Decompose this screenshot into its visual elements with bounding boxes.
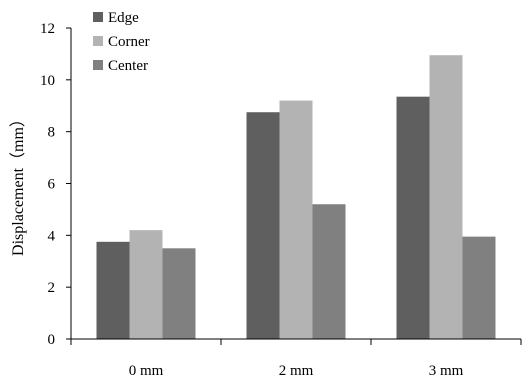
bar-corner-1 <box>279 100 313 339</box>
x-ticks: 0 mm 2 mm 3 mm <box>70 339 522 379</box>
legend-swatch-center <box>93 60 103 70</box>
y-tick-label: 6 <box>48 177 56 193</box>
bar-center-0 <box>162 248 196 339</box>
y-tick-label: 10 <box>40 73 55 89</box>
bar-corner-0 <box>129 230 163 339</box>
x-category-label: 2 mm <box>279 363 314 379</box>
bar-corner-2 <box>429 55 463 340</box>
x-category-label: 0 mm <box>129 363 164 379</box>
legend-label-corner: Corner <box>108 34 150 50</box>
bar-center-2 <box>462 236 496 339</box>
bar-edge-2 <box>396 96 430 339</box>
y-ticks: 0 2 4 6 8 10 12 <box>40 21 71 348</box>
y-tick-label: 2 <box>48 280 56 296</box>
y-tick-label: 0 <box>48 332 56 348</box>
legend: Edge Corner Center <box>93 10 150 74</box>
y-tick-label: 8 <box>48 125 56 141</box>
x-category-label: 3 mm <box>429 363 464 379</box>
y-axis-title: Displacement（mm） <box>9 111 27 256</box>
bar-edge-0 <box>96 241 130 339</box>
bars-layer <box>96 55 496 340</box>
legend-swatch-edge <box>93 12 103 22</box>
legend-swatch-corner <box>93 36 103 46</box>
legend-label-center: Center <box>108 58 148 74</box>
bar-center-1 <box>312 204 346 339</box>
y-tick-label: 4 <box>48 228 56 244</box>
bar-edge-1 <box>246 112 280 340</box>
y-tick-label: 12 <box>40 21 55 37</box>
legend-label-edge: Edge <box>108 10 139 26</box>
